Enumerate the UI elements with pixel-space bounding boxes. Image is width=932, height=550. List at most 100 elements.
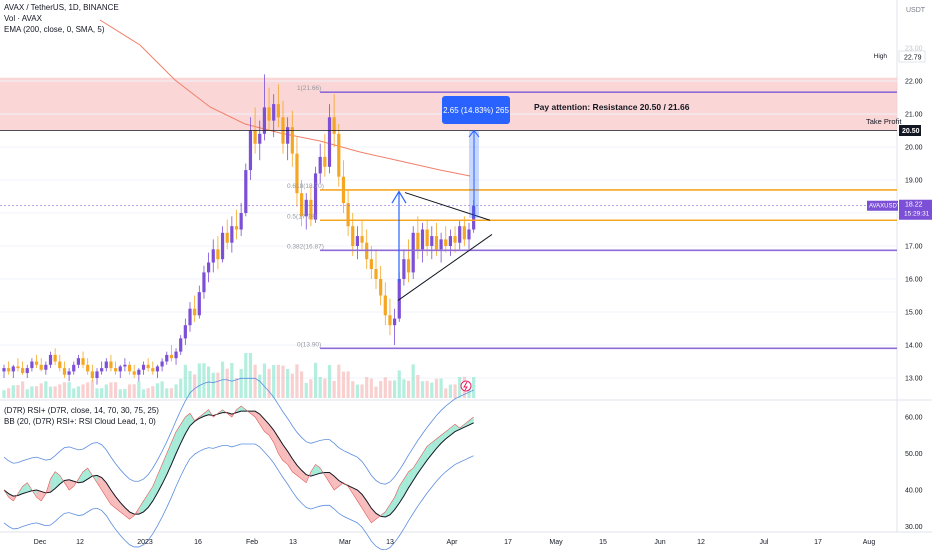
rsi-cloud-69 <box>324 472 330 483</box>
lightning-icon[interactable] <box>460 380 472 392</box>
candle-body-31 <box>146 364 150 369</box>
candle-body-63 <box>295 153 299 194</box>
rsi-legend[interactable]: (D7R) RSI+ (D7R, close, 14, 70, 30, 75, … <box>4 405 159 427</box>
volume-bar-46 <box>216 372 220 398</box>
last-price-tag[interactable] <box>899 199 932 220</box>
time-tick-13: 12 <box>697 539 705 546</box>
rsi-cloud-14 <box>69 479 74 490</box>
candle-body-45 <box>211 249 215 263</box>
candle-body-40 <box>188 308 192 326</box>
currency-label: USDT <box>906 7 926 14</box>
volume-bar-2 <box>11 385 15 398</box>
rsi-cloud-99 <box>464 420 469 428</box>
candle-body-84 <box>393 318 397 326</box>
rsi-indicator[interactable] <box>3 377 474 550</box>
chart-drawings[interactable] <box>391 129 493 301</box>
legend-bb[interactable]: BB (20, (D7R) RSI+: RSI Cloud Lead, 1, 0… <box>4 417 156 426</box>
fib-0382-label: 0.382(16.87) <box>287 243 324 250</box>
rsi-cloud-39 <box>185 413 190 434</box>
volume-bar-1 <box>7 388 11 398</box>
time-tick-8: Apr <box>447 539 459 546</box>
main-legend[interactable]: AVAX / TetherUS, 1D, BINANCE Vol · AVAX … <box>4 2 119 35</box>
resistance-price-tag[interactable] <box>899 125 921 136</box>
volume-bar-68 <box>318 377 322 398</box>
legend-rsi[interactable]: (D7R) RSI+ (D7R, close, 14, 70, 30, 75, … <box>4 406 159 415</box>
candle-body-65 <box>304 199 308 217</box>
candle-body-24 <box>114 368 118 372</box>
candle-body-46 <box>216 249 220 260</box>
rsi-pane[interactable] <box>0 402 897 532</box>
rsi-cloud-62 <box>292 458 297 476</box>
ema-200-line[interactable] <box>99 19 471 177</box>
candle-body-10 <box>48 354 53 365</box>
volume-bar-26 <box>123 389 127 398</box>
volume-bar-63 <box>295 364 299 398</box>
candle-body-17 <box>81 358 85 365</box>
resistance-note[interactable]: Pay attention: Resistance 20.50 / 21.66 <box>534 102 690 112</box>
candle-body-68 <box>318 156 322 174</box>
time-tick-4: Feb <box>246 539 258 546</box>
volume-bar-50 <box>234 378 239 398</box>
volume-bar-91 <box>425 381 429 398</box>
time-tick-15: 17 <box>814 539 822 546</box>
last-price-value: 18.22 <box>905 202 923 209</box>
time-tick-1: 12 <box>76 539 84 546</box>
rsi-cloud-88 <box>413 460 418 481</box>
candle-body-64 <box>300 193 304 217</box>
candle-body-1 <box>7 368 11 372</box>
time-tick-14: Jul <box>760 539 769 546</box>
legend-symbol[interactable]: AVAX / TetherUS, 1D, BINANCE <box>4 3 119 12</box>
rsi-cloud-37 <box>176 424 181 454</box>
volume-bar-51 <box>239 369 243 398</box>
candle-body-44 <box>207 262 211 273</box>
fib-0-label: 0(13.90) <box>297 341 321 348</box>
rsi-cloud-93 <box>436 435 442 449</box>
ema-line <box>99 19 471 177</box>
volume-bar-33 <box>155 383 160 398</box>
rsi-cloud-30 <box>143 493 149 512</box>
high-value: 22.79 <box>904 55 922 62</box>
rsi-cloud-23 <box>110 490 116 509</box>
candle-body-26 <box>123 364 127 367</box>
candle-body-50 <box>234 226 239 230</box>
take-profit-label[interactable]: Take Profit <box>866 117 902 126</box>
time-tick-7: 13 <box>386 539 394 546</box>
candle-body-52 <box>244 170 248 213</box>
rsi-cloud-79 <box>371 508 376 523</box>
time-tick-9: 17 <box>504 539 512 546</box>
rsi-cloud-7 <box>36 490 42 501</box>
candle-body-89 <box>416 232 420 250</box>
volume-bar-48 <box>225 368 229 398</box>
rsi-cloud-16 <box>78 471 84 483</box>
volume-bar-24 <box>114 382 118 398</box>
volume-bar-61 <box>286 369 290 398</box>
price-tick-5: 17.00 <box>905 244 923 251</box>
measure-label-box[interactable] <box>442 96 510 124</box>
candle-body-86 <box>402 259 406 279</box>
legend-ema[interactable]: EMA (200, close, 0, SMA, 5) <box>4 25 105 34</box>
resistance-price-value: 20.50 <box>902 128 920 135</box>
candle-body-88 <box>411 232 415 273</box>
volume-bar-12 <box>58 384 62 398</box>
volume-bar-69 <box>323 378 327 398</box>
candlesticks[interactable] <box>2 74 476 385</box>
candle-body-30 <box>141 364 146 370</box>
fib-levels[interactable] <box>0 91 897 350</box>
volume-bar-18 <box>86 382 90 398</box>
volume-bar-95 <box>444 388 448 398</box>
rsi-cloud-70 <box>329 472 335 490</box>
legend-volume[interactable]: Vol · AVAX <box>4 14 42 23</box>
price-pane[interactable] <box>0 0 897 398</box>
bb-upper <box>3 377 474 485</box>
rsi-cloud-11 <box>55 471 60 489</box>
volume-bar-13 <box>62 382 67 398</box>
candle-body-57 <box>267 107 271 121</box>
rsi-cloud-95 <box>445 427 451 439</box>
volume-bar-64 <box>300 371 304 398</box>
rsi-cloud-17 <box>83 468 88 482</box>
price-tick-9: 13.00 <box>905 376 923 383</box>
volume-bar-89 <box>416 375 420 398</box>
rsi-cloud-72 <box>338 480 344 487</box>
triangle-lower <box>397 234 493 301</box>
